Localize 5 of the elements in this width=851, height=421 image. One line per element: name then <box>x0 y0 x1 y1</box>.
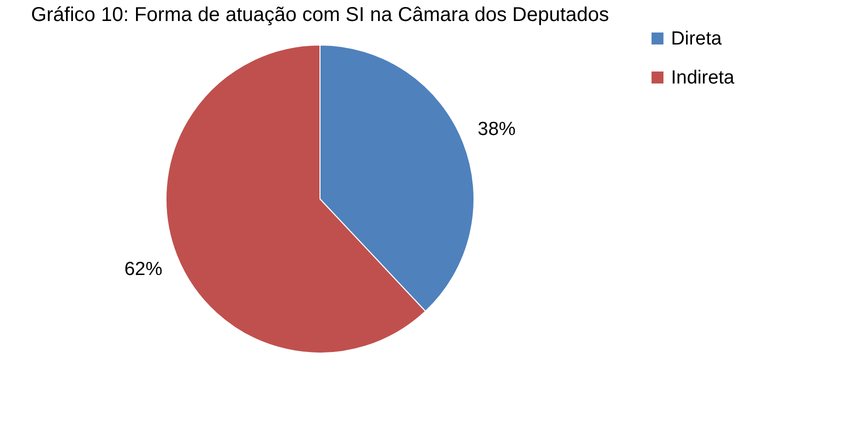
chart-title: Gráfico 10: Forma de atuação com SI na Câmara dos Deputados <box>30 4 610 26</box>
legend-label: Direta <box>671 28 722 50</box>
data-label: 38% <box>478 119 516 140</box>
legend-label: Indireta <box>671 68 735 88</box>
data-label: 62% <box>124 258 162 280</box>
